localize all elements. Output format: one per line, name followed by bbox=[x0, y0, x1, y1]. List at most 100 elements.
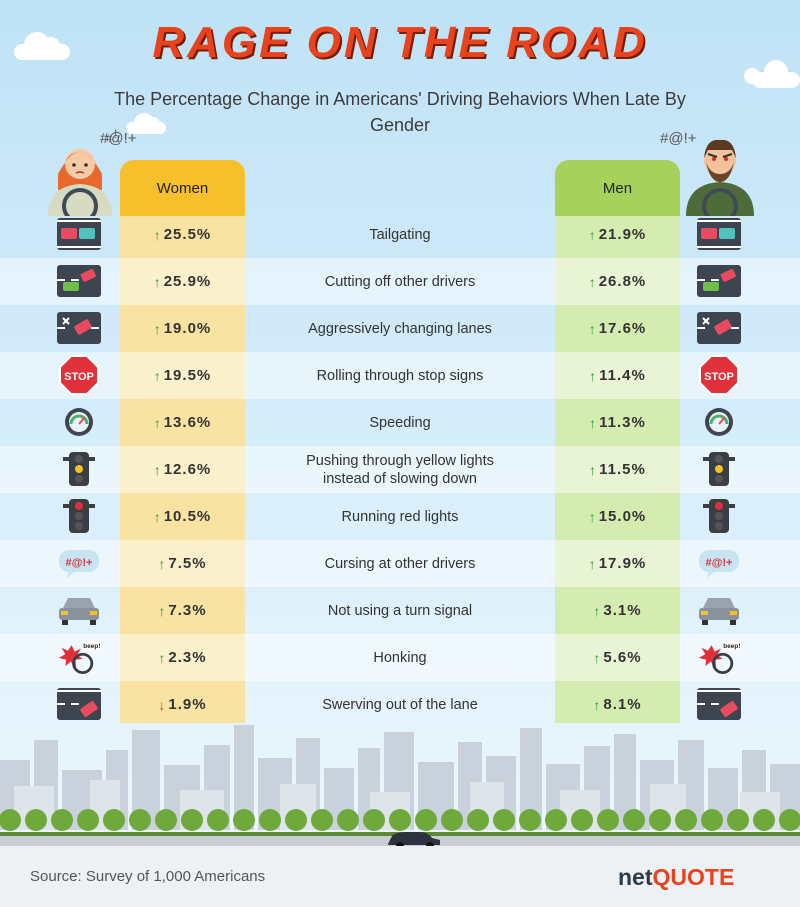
percentage-value: 25.9% bbox=[163, 273, 212, 290]
tree-icon bbox=[181, 809, 203, 831]
percentage-value: 19.5% bbox=[163, 367, 212, 384]
men-column-header: Men bbox=[555, 160, 680, 216]
honking-icon: beep! bbox=[57, 640, 101, 674]
arrow-up-icon: ↑ bbox=[588, 226, 597, 243]
tree-icon bbox=[441, 809, 463, 831]
cutting-off-icon bbox=[57, 264, 101, 298]
men-value: ↑ 21.9% bbox=[555, 211, 680, 258]
behavior-label: Aggressively changing lanes bbox=[245, 305, 555, 352]
women-value: ↑ 13.6% bbox=[120, 399, 245, 446]
women-value: ↑ 25.9% bbox=[120, 258, 245, 305]
woman-driver-icon: # ! bbox=[48, 128, 117, 216]
arrow-up-icon: ↑ bbox=[153, 508, 162, 525]
behavior-label: Swerving out of the lane bbox=[245, 681, 555, 728]
arrow-up-icon: ↑ bbox=[153, 367, 162, 384]
tree-icon bbox=[545, 809, 567, 831]
women-value: ↑ 19.0% bbox=[120, 305, 245, 352]
yellow-light-icon bbox=[57, 452, 101, 486]
percentage-value: 19.0% bbox=[163, 320, 212, 337]
behavior-label: Pushing through yellow lights instead of… bbox=[245, 446, 555, 493]
tree-icon bbox=[519, 809, 541, 831]
tree-icon bbox=[389, 809, 411, 831]
women-value: ↑ 25.5% bbox=[120, 211, 245, 258]
women-value: ↓ 1.9% bbox=[120, 681, 245, 728]
tree-icon bbox=[233, 809, 255, 831]
women-value: ↑ 10.5% bbox=[120, 493, 245, 540]
percentage-value: 7.3% bbox=[168, 602, 207, 619]
footer bbox=[0, 846, 800, 907]
tree-icon bbox=[571, 809, 593, 831]
tree-icon bbox=[285, 809, 307, 831]
tree-icon bbox=[0, 809, 21, 831]
page-title: Rage on the Road bbox=[152, 18, 648, 67]
behavior-label: Tailgating bbox=[245, 211, 555, 258]
percentage-value: 5.6% bbox=[603, 649, 642, 666]
beep-label: beep! bbox=[723, 643, 740, 650]
man-driver-icon bbox=[686, 139, 754, 216]
behavior-text: Tailgating bbox=[369, 226, 431, 243]
percentage-value: 11.4% bbox=[599, 367, 646, 384]
arrow-up-icon: ↑ bbox=[588, 508, 597, 525]
speedometer-icon bbox=[57, 405, 101, 439]
tailgating-icon bbox=[697, 217, 741, 251]
table-row bbox=[0, 634, 800, 681]
arrow-up-icon: ↑ bbox=[593, 696, 602, 713]
percentage-value: 13.6% bbox=[163, 414, 212, 431]
table-row bbox=[0, 540, 800, 587]
lane-change-icon bbox=[57, 311, 101, 345]
tree-icon bbox=[597, 809, 619, 831]
percentage-value: 8.1% bbox=[603, 696, 642, 713]
tree-icon bbox=[155, 809, 177, 831]
car-rear-icon bbox=[57, 593, 101, 627]
cursing-icon: #@!+ bbox=[57, 546, 101, 580]
percentage-value: 3.1% bbox=[603, 602, 642, 619]
women-column bbox=[120, 160, 245, 723]
arrow-up-icon: ↑ bbox=[158, 602, 167, 619]
behavior-label: Running red lights bbox=[245, 493, 555, 540]
tree-icon bbox=[129, 809, 151, 831]
tree-icon bbox=[753, 809, 775, 831]
car-rear-icon bbox=[697, 593, 741, 627]
svg-text:#: # bbox=[106, 133, 113, 145]
women-value: ↑ 7.5% bbox=[120, 540, 245, 587]
arrow-up-icon: ↑ bbox=[153, 414, 162, 431]
men-value: ↑ 11.5% bbox=[555, 446, 680, 493]
men-value: ↑ 17.9% bbox=[555, 540, 680, 587]
percentage-value: 7.5% bbox=[168, 555, 207, 572]
stop-sign-label: STOP bbox=[704, 371, 734, 383]
cloud bbox=[744, 60, 800, 88]
svg-text:!: ! bbox=[114, 128, 117, 141]
women-value: ↑ 7.3% bbox=[120, 587, 245, 634]
beep-label: beep! bbox=[83, 643, 100, 650]
arrow-up-icon: ↑ bbox=[589, 367, 598, 384]
tree-icon bbox=[701, 809, 723, 831]
tree-icon bbox=[493, 809, 515, 831]
red-light-icon bbox=[57, 499, 101, 533]
cursing-icon: #@!+ bbox=[697, 546, 741, 580]
tree-icon bbox=[259, 809, 281, 831]
cursing-symbols: #@!+ bbox=[100, 130, 137, 147]
tree-icon bbox=[103, 809, 125, 831]
behavior-text: Honking bbox=[373, 649, 427, 666]
arrow-up-icon: ↑ bbox=[588, 320, 597, 337]
behavior-text: Aggressively changing lanes bbox=[308, 320, 492, 337]
behavior-text: Rolling through stop signs bbox=[316, 367, 484, 384]
behavior-label: Speeding bbox=[245, 399, 555, 446]
source-note: Source: Survey of 1,000 Americans bbox=[30, 868, 266, 885]
men-value: ↑ 26.8% bbox=[555, 258, 680, 305]
men-column bbox=[555, 160, 680, 723]
netquote-logo: netQUOTE bbox=[618, 864, 735, 890]
cutting-off-icon bbox=[697, 264, 741, 298]
tree-icon bbox=[363, 809, 385, 831]
percentage-value: 11.5% bbox=[599, 461, 646, 478]
behavior-label: Cutting off other drivers bbox=[245, 258, 555, 305]
arrow-up-icon: ↑ bbox=[158, 649, 167, 666]
cloud bbox=[14, 32, 70, 60]
tree-icon bbox=[675, 809, 697, 831]
percentage-value: 10.5% bbox=[163, 508, 212, 525]
behavior-text: Speeding bbox=[369, 414, 431, 431]
swerving-icon bbox=[57, 687, 101, 721]
arrow-up-icon: ↑ bbox=[588, 273, 597, 290]
tree-icon bbox=[77, 809, 99, 831]
tree-icon bbox=[623, 809, 645, 831]
